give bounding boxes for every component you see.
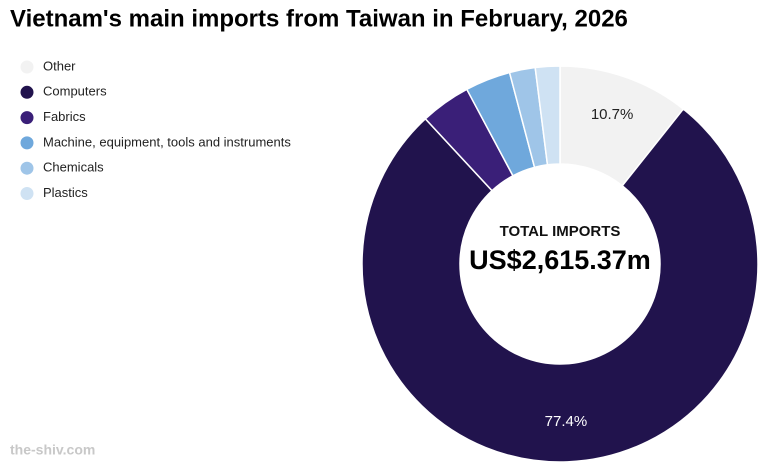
value-label: 10.7% bbox=[591, 106, 634, 123]
legend-label: Fabrics bbox=[43, 109, 86, 124]
chart-title: Vietnam's main imports from Taiwan in Fe… bbox=[10, 5, 628, 32]
legend-label: Machine, equipment, tools and instrument… bbox=[43, 134, 291, 149]
legend-label: Chemicals bbox=[43, 160, 104, 175]
legend-label: Other bbox=[43, 58, 76, 73]
legend-swatch bbox=[20, 187, 34, 200]
legend-swatch bbox=[20, 136, 34, 150]
legend-label: Plastics bbox=[43, 185, 88, 200]
center-value: US$2,615.37m bbox=[469, 245, 651, 275]
donut-slice bbox=[534, 65, 561, 166]
source: the-shiv.com bbox=[10, 442, 95, 458]
legend-swatch bbox=[20, 85, 34, 99]
donut-slice bbox=[361, 108, 759, 463]
value-label: 77.4% bbox=[545, 413, 588, 430]
legend-swatch bbox=[20, 161, 34, 175]
center-label: TOTAL IMPORTS bbox=[500, 223, 621, 240]
legend-swatch bbox=[20, 60, 34, 74]
legend-swatch bbox=[20, 111, 34, 125]
legend-label: Computers bbox=[43, 84, 107, 99]
